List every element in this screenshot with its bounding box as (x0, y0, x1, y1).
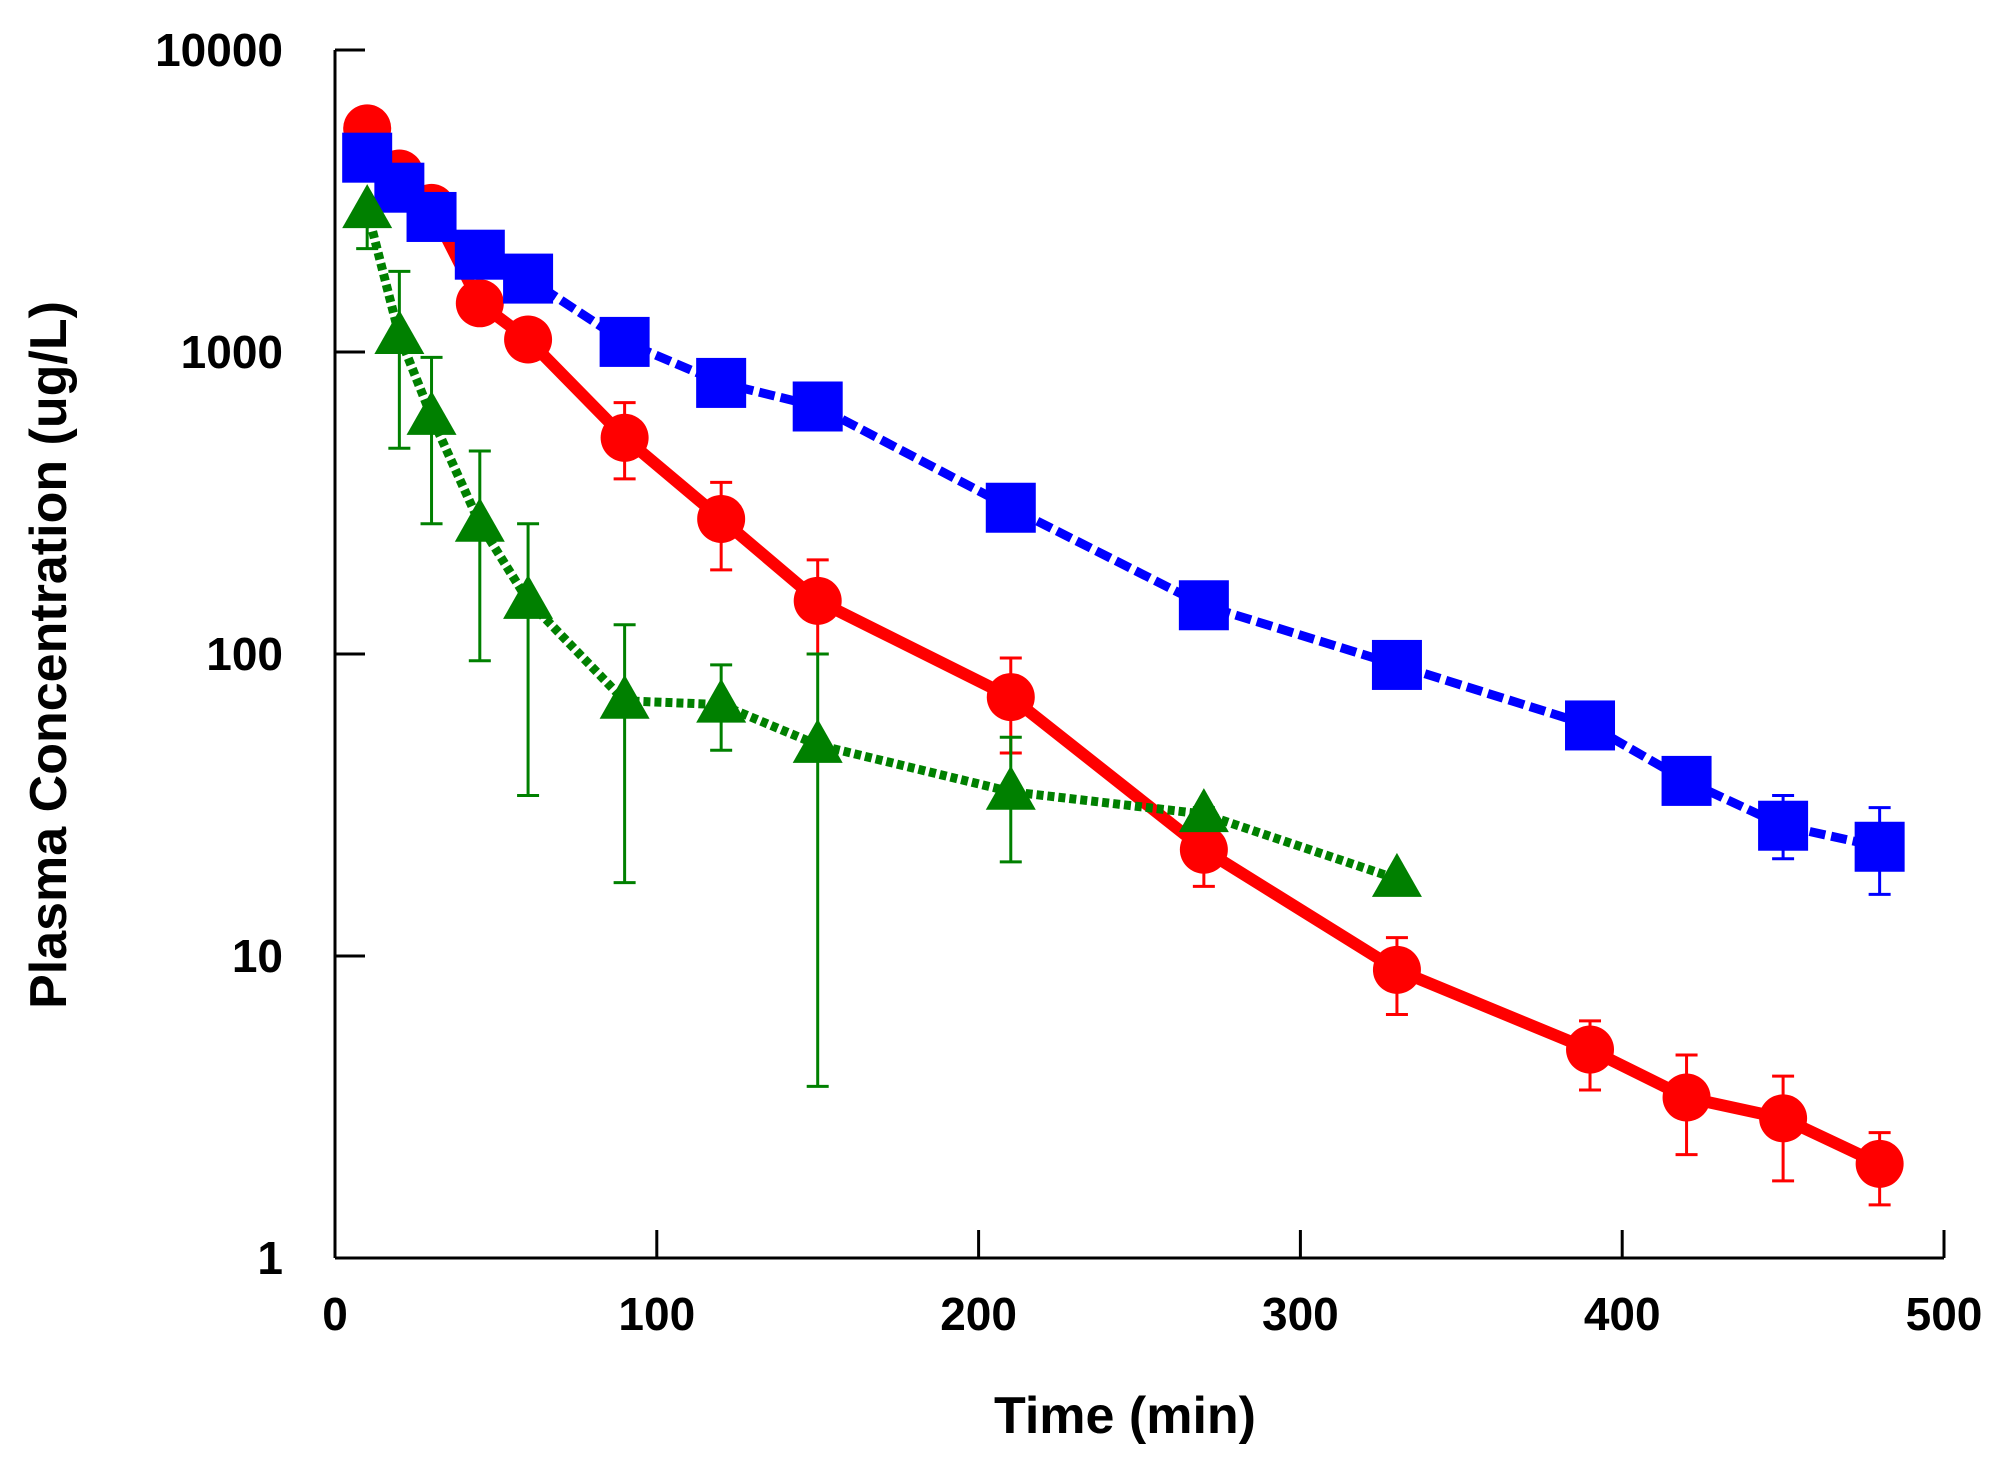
x-tick-label: 300 (1262, 1288, 1339, 1340)
data-point-square (1758, 800, 1809, 851)
x-tick-label: 200 (940, 1288, 1017, 1340)
data-point-square (985, 482, 1036, 533)
data-point-triangle (792, 718, 843, 763)
x-tick-label: 500 (1906, 1288, 1983, 1340)
x-tick-label: 100 (618, 1288, 695, 1340)
data-point-triangle (1371, 852, 1422, 897)
series-line-1 (362, 124, 1883, 1170)
data-point-triangle (406, 390, 457, 435)
x-tick-label: 0 (322, 1288, 348, 1340)
y-tick-label: 100 (206, 628, 283, 680)
data-point-circle (1759, 1094, 1808, 1143)
data-point-square (792, 381, 843, 432)
data-point-triangle (342, 184, 393, 229)
data-point-square (1854, 821, 1905, 872)
y-axis-title: Plasma Concentration (ug/L) (20, 301, 78, 1009)
series-lines (362, 124, 1883, 1170)
data-point-square (1178, 580, 1229, 631)
series-line-2 (364, 154, 1881, 852)
data-point-square (1565, 700, 1616, 751)
data-point-circle (697, 494, 746, 543)
y-tick-label: 1 (257, 1232, 283, 1284)
data-point-triangle (1178, 788, 1229, 833)
data-point-triangle (374, 309, 425, 354)
y-tick-label: 10 (232, 930, 283, 982)
data-point-circle (1372, 945, 1421, 994)
data-point-circle (793, 576, 842, 625)
data-point-triangle (503, 574, 554, 619)
y-tick-label: 1000 (181, 326, 283, 378)
data-point-triangle (985, 765, 1036, 810)
data-point-square (503, 253, 554, 304)
data-point-circle (504, 315, 553, 364)
data-point-square (406, 191, 457, 242)
data-point-circle (1179, 825, 1228, 874)
series-line-3 (362, 208, 1399, 884)
data-point-square (599, 316, 650, 367)
data-point-triangle (454, 497, 505, 542)
data-point-triangle (599, 674, 650, 719)
series-markers (342, 104, 1905, 1188)
data-point-square (454, 229, 505, 280)
data-point-circle (455, 279, 504, 328)
data-point-square (1661, 755, 1712, 806)
y-tick-label: 10000 (155, 24, 283, 76)
data-point-circle (600, 413, 649, 462)
x-tick-label: 400 (1584, 1288, 1661, 1340)
data-point-square (1371, 639, 1422, 690)
x-axis-title: Time (min) (994, 1387, 1256, 1445)
data-point-circle (986, 673, 1035, 722)
data-point-circle (1566, 1025, 1615, 1074)
data-point-circle (1662, 1073, 1711, 1122)
axes (333, 48, 1946, 1260)
data-point-circle (1855, 1139, 1904, 1188)
error-bars (356, 210, 1891, 1207)
data-point-square (696, 357, 747, 408)
tick-labels: 1 10 100 1000 10000 0 100 200 300 400 500 (155, 24, 1982, 1340)
data-point-triangle (696, 678, 747, 723)
